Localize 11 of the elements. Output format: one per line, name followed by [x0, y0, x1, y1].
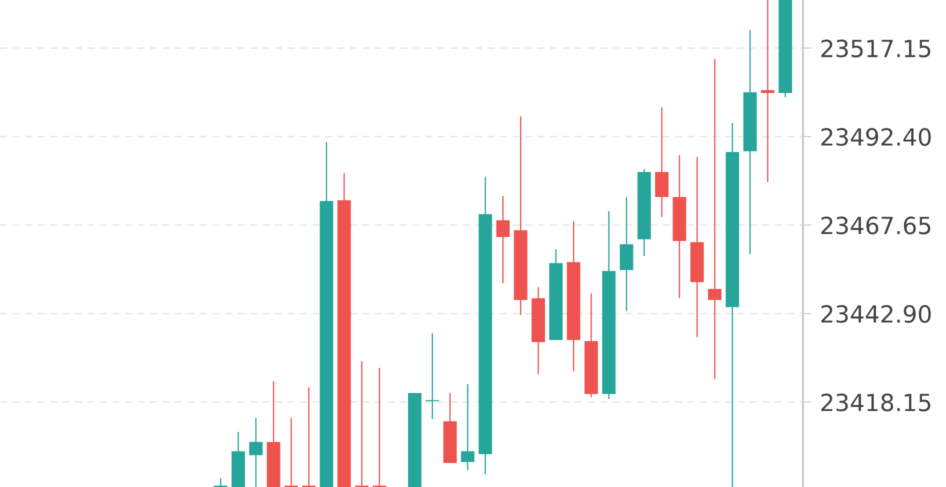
candlestick [584, 293, 598, 398]
y-tick-label: 23492.40 [821, 128, 931, 146]
candlestick [460, 384, 474, 470]
y-tick-label: 23442.90 [821, 305, 931, 323]
y-tick-label: 23517.15 [821, 40, 930, 58]
candlestick [760, 0, 774, 182]
y-tick-label: 23418.15 [821, 394, 930, 412]
candlestick [232, 432, 245, 487]
y-tick-label: 23467.65 [821, 216, 930, 234]
candlestick [408, 392, 422, 487]
candlestick [337, 173, 351, 487]
